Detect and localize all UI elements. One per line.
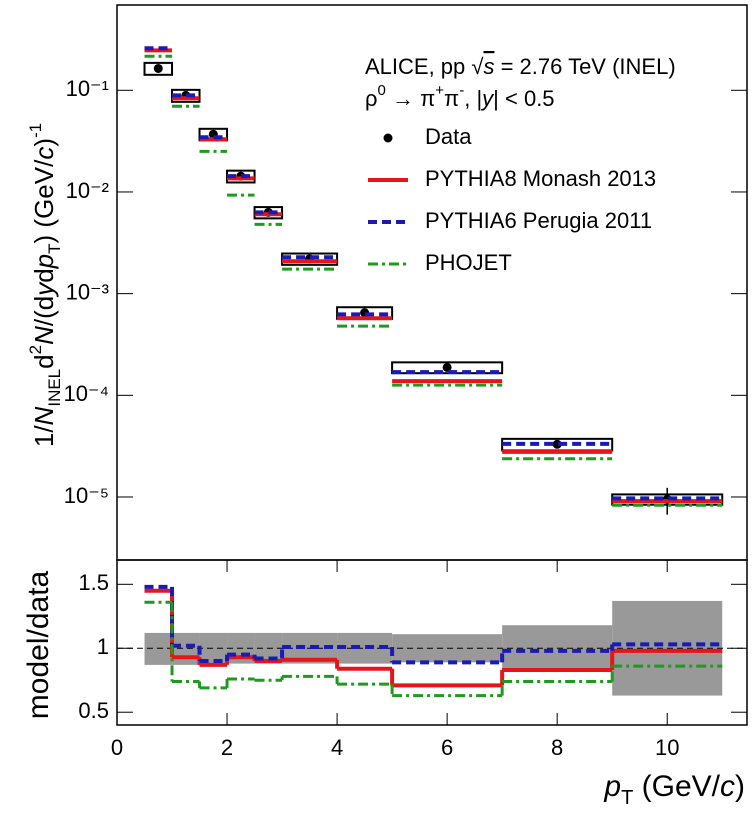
y-tick-label: 1.5 [78,570,109,595]
label-part: N [29,406,59,425]
label-part: /(d [29,296,59,326]
legend-label: Data [425,124,472,149]
x-tick-label: 2 [221,735,233,760]
label-part: + [435,82,444,99]
y-tick-label: 10⁻³ [66,279,109,304]
systematic-box [143,61,174,76]
data-point [153,63,163,73]
label-part: - [459,82,464,99]
label-part: ρ [365,86,378,111]
label-part: N [29,326,59,345]
legend-label: PYTHIA8 Monash 2013 [425,166,656,191]
y-axis-title: 1/NINELd2N/(dydpT) (GeV/c)-1 [26,123,64,447]
label-part: s [483,54,494,79]
label-part: T [621,787,633,809]
label-part: ) [735,770,745,803]
legend-header: ALICE, pp √s = 2.76 TeV (INEL) [365,54,676,79]
data-point [442,362,452,372]
label-part: c [29,147,59,160]
label-part: π [444,86,459,111]
label-part: (GeV/ [633,770,720,803]
y-tick-label: 10⁻⁴ [63,381,109,406]
label-part: T [45,243,64,253]
label-part: → π [386,86,435,111]
x-tick-label: 10 [655,735,679,760]
legend-label: PHOJET [425,250,512,275]
x-tick-label: 8 [551,735,563,760]
x-tick-label: 4 [331,735,343,760]
label-part: p [603,770,621,803]
uncertainty-band [172,632,200,665]
label-part: ALICE, pp √ [365,54,484,79]
label-part: d [29,354,59,368]
label-part: y [29,281,59,298]
y-tick-label: 10⁻² [66,178,109,203]
systematic-box [391,361,504,375]
x-tick-label: 6 [441,735,453,760]
label-part: ) (GeV/ [29,159,59,244]
legend-label: PYTHIA6 Perugia 2011 [425,208,652,233]
uncertainty-band [144,632,173,665]
label-part: -1 [26,123,45,138]
legend-header: ρ0 → π+π-, |y| < 0.5 [365,82,555,110]
label-part: INEL [45,369,64,407]
label-part: | < 0.5 [493,86,554,111]
label-part: , | [464,86,482,111]
label-part: 2 [26,345,45,354]
label-part: c [720,770,735,803]
label-part: ) [29,138,59,147]
label-part: p [29,254,59,269]
label-part: 0 [378,82,386,99]
y-tick-label: 10⁻⁵ [64,483,109,508]
x-axis-title: pT (GeV/c) [603,770,745,809]
label-part: 1/ [29,425,59,447]
label-part: y [480,86,495,111]
legend-marker [383,133,393,143]
y-tick-label: 0.5 [78,698,109,723]
x-tick-label: 0 [111,735,123,760]
label-part: d [29,268,59,282]
y-axis-title: model/data [22,570,55,719]
y-tick-label: 10⁻¹ [66,76,109,101]
y-tick-label: 1 [97,634,109,659]
label-part: = 2.76 TeV (INEL) [494,54,675,79]
plot-frame [116,559,748,726]
